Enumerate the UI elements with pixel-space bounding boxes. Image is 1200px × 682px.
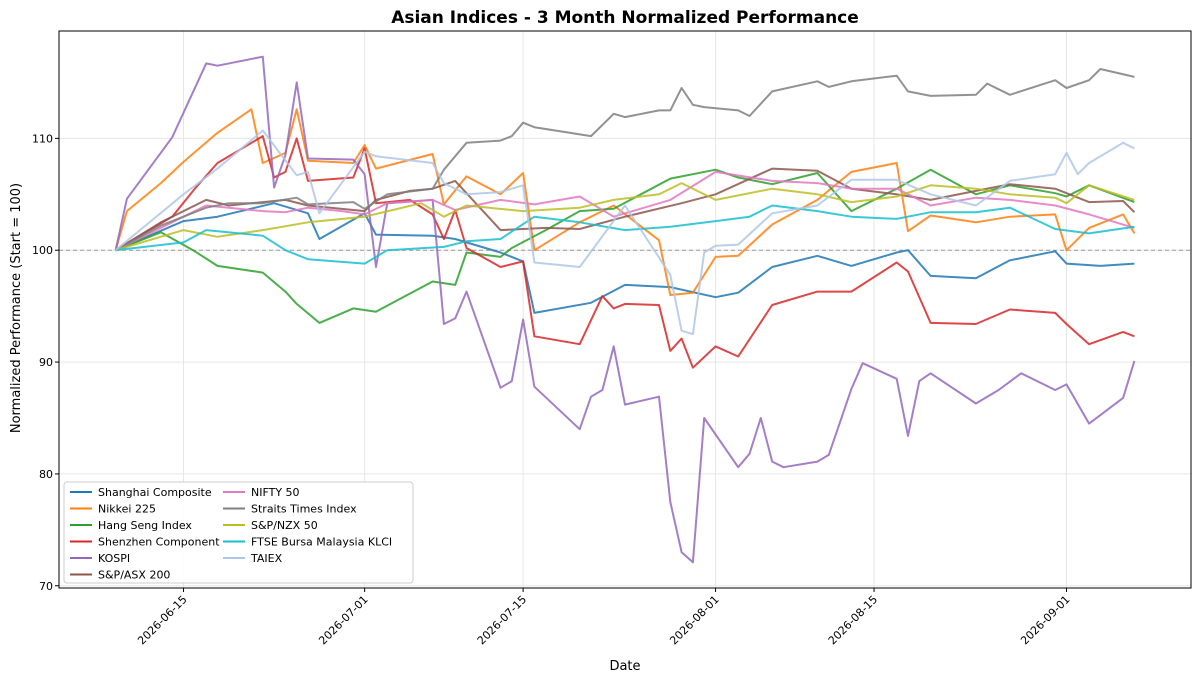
y-tick-label: 100 bbox=[32, 244, 53, 257]
legend-label: TAIEX bbox=[250, 552, 283, 565]
x-tick-label: 2026-07-01 bbox=[316, 593, 370, 647]
y-tick-label: 80 bbox=[39, 468, 53, 481]
series-line-ftse-bursa-malaysia-klci bbox=[115, 204, 1135, 265]
legend-label: Straits Times Index bbox=[251, 503, 357, 516]
legend: Shanghai Composite Nikkei 225 Hang Seng In… bbox=[63, 481, 414, 584]
series-line-s-p-nzx-50 bbox=[115, 182, 1135, 252]
x-tick-label: 2026-08-15 bbox=[826, 593, 880, 647]
legend-label: S&P/ASX 200 bbox=[98, 569, 170, 582]
x-axis-ticks: 2026-06-15 2026-07-01 2026-07-15 2026-08-01… bbox=[135, 588, 1073, 647]
y-tick-label: 70 bbox=[39, 580, 53, 593]
x-axis-label: Date bbox=[609, 659, 640, 674]
series-line-hang-seng-index bbox=[115, 168, 1135, 324]
series-line-kospi bbox=[114, 55, 1136, 564]
y-tick-label: 90 bbox=[39, 356, 53, 369]
legend-label: Shanghai Composite bbox=[98, 486, 212, 499]
y-axis-ticks: 70 80 90 100 110 bbox=[32, 132, 59, 593]
legend-label: Shenzhen Component bbox=[98, 536, 220, 549]
legend-label: S&P/NZX 50 bbox=[251, 519, 318, 532]
x-tick-label: 2026-07-15 bbox=[475, 593, 529, 647]
legend-label: KOSPI bbox=[98, 552, 130, 565]
plot-frame bbox=[58, 30, 1192, 589]
x-tick-label: 2026-08-01 bbox=[667, 593, 721, 647]
legend-label: Nikkei 225 bbox=[98, 503, 156, 516]
y-axis-label: Normalized Performance (Start = 100) bbox=[9, 183, 24, 433]
y-tick-label: 110 bbox=[32, 132, 53, 145]
x-tick-label: 2026-09-01 bbox=[1018, 593, 1072, 647]
chart-title: Asian Indices - 3 Month Normalized Perfo… bbox=[391, 8, 859, 28]
series-line-shanghai-composite bbox=[115, 202, 1135, 314]
series-line-s-p-asx-200 bbox=[115, 167, 1136, 252]
x-tick-label: 2026-06-15 bbox=[135, 593, 189, 647]
legend-label: NIFTY 50 bbox=[251, 486, 300, 499]
series-line-nifty-50 bbox=[115, 170, 1135, 252]
legend-box bbox=[63, 481, 414, 584]
series-line-shenzhen-component bbox=[115, 135, 1135, 369]
legend-label: FTSE Bursa Malaysia KLCI bbox=[251, 536, 392, 549]
legend-label: Hang Seng Index bbox=[98, 519, 192, 532]
series-line-straits-times-index bbox=[115, 68, 1135, 252]
series-line-taiex bbox=[114, 129, 1135, 336]
series-lines bbox=[114, 55, 1136, 564]
